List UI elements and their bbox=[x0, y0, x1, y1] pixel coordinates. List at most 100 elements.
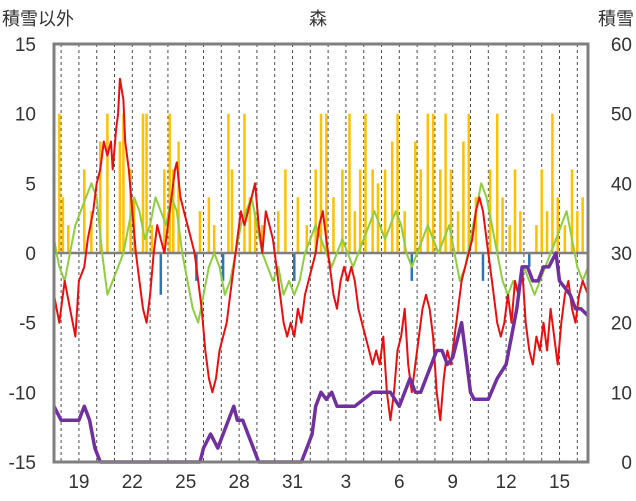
bar bbox=[341, 169, 344, 253]
bar bbox=[145, 113, 148, 254]
left-tick-label: 15 bbox=[15, 35, 36, 56]
bar bbox=[358, 169, 362, 253]
bar bbox=[481, 253, 485, 281]
bar bbox=[456, 211, 460, 253]
right-tick-label: 50 bbox=[611, 105, 632, 126]
bar bbox=[576, 211, 579, 253]
bar bbox=[414, 141, 417, 253]
left-tick-label: 10 bbox=[15, 105, 36, 126]
right-tick-label: 20 bbox=[611, 314, 632, 335]
bar bbox=[61, 197, 65, 253]
bar bbox=[305, 225, 309, 253]
plot-frame bbox=[52, 42, 590, 464]
x-tick-label: 28 bbox=[229, 472, 250, 493]
bar bbox=[396, 113, 399, 254]
bar bbox=[106, 113, 109, 254]
bar bbox=[293, 253, 296, 281]
bar bbox=[449, 169, 453, 253]
x-tick-label: 15 bbox=[549, 472, 570, 493]
bar bbox=[467, 113, 470, 254]
bar bbox=[261, 225, 264, 253]
left-axis-label: 積雪以外 bbox=[2, 9, 74, 30]
right-axis-label: 積雪 bbox=[598, 9, 634, 30]
x-tick-label: 22 bbox=[122, 472, 143, 493]
right-tick-label: 40 bbox=[611, 174, 632, 195]
bar bbox=[474, 197, 478, 253]
precip-bars bbox=[58, 113, 584, 295]
bar bbox=[159, 253, 163, 295]
bar bbox=[581, 197, 584, 253]
bar bbox=[528, 253, 531, 267]
bar bbox=[163, 169, 166, 253]
bar bbox=[353, 211, 357, 253]
bar bbox=[551, 113, 554, 254]
right-tick-label: 30 bbox=[611, 244, 632, 265]
x-tick-label: 3 bbox=[341, 472, 352, 493]
bar bbox=[364, 113, 367, 254]
bar bbox=[141, 113, 145, 254]
bar bbox=[426, 113, 430, 254]
bar bbox=[403, 211, 406, 253]
bar bbox=[227, 113, 230, 254]
bar bbox=[99, 141, 102, 253]
x-tick-label: 6 bbox=[394, 472, 405, 493]
bar bbox=[284, 169, 287, 253]
bar bbox=[122, 113, 125, 254]
bar bbox=[390, 141, 394, 253]
bar bbox=[570, 169, 574, 253]
bar bbox=[508, 225, 511, 253]
bar bbox=[495, 113, 499, 254]
bar bbox=[540, 169, 543, 253]
series-line bbox=[53, 77, 589, 422]
bar bbox=[519, 211, 522, 253]
bar bbox=[383, 169, 387, 253]
bar bbox=[556, 197, 559, 253]
bar bbox=[90, 211, 93, 253]
bar bbox=[212, 225, 216, 253]
bar bbox=[207, 197, 211, 253]
right-tick-label: 60 bbox=[611, 35, 632, 56]
left-tick-label: 5 bbox=[25, 174, 36, 195]
bar bbox=[172, 169, 175, 253]
bar bbox=[243, 113, 246, 254]
bar bbox=[348, 113, 351, 254]
bar bbox=[248, 197, 252, 253]
x-tick-label: 9 bbox=[447, 472, 458, 493]
left-axis-ticks: 15 10 5 0 -5 -10 -15 bbox=[9, 35, 36, 474]
bar bbox=[230, 169, 234, 253]
bar bbox=[118, 141, 122, 253]
left-tick-label: -10 bbox=[9, 383, 36, 404]
bar bbox=[535, 225, 538, 253]
left-tick-label: 0 bbox=[25, 244, 36, 265]
bar bbox=[431, 113, 435, 254]
x-tick-label: 31 bbox=[282, 472, 303, 493]
bar bbox=[371, 169, 374, 253]
bar bbox=[501, 197, 504, 253]
bar bbox=[563, 225, 567, 253]
left-tick-label: -5 bbox=[19, 314, 36, 335]
chart-title: 森 bbox=[309, 9, 327, 30]
right-tick-label: 0 bbox=[621, 453, 632, 474]
bar bbox=[325, 113, 328, 254]
bar bbox=[177, 141, 180, 253]
bar bbox=[83, 169, 86, 253]
right-tick-label: 10 bbox=[611, 383, 632, 404]
bar bbox=[513, 169, 517, 253]
bar bbox=[444, 113, 447, 254]
x-tick-label: 19 bbox=[68, 472, 89, 493]
bar bbox=[296, 197, 300, 253]
series-line bbox=[53, 182, 589, 324]
bar bbox=[545, 211, 549, 253]
bar bbox=[277, 211, 280, 253]
right-axis-ticks: 60 50 40 30 20 10 0 bbox=[611, 35, 632, 474]
x-axis-ticks: 19 22 25 28 31 3 6 9 12 15 bbox=[68, 472, 570, 493]
bar bbox=[58, 113, 61, 254]
series-line bbox=[52, 251, 590, 464]
bar bbox=[66, 225, 70, 253]
x-tick-label: 12 bbox=[496, 472, 517, 493]
bar bbox=[332, 197, 335, 253]
bar bbox=[221, 253, 225, 281]
bar bbox=[462, 141, 465, 253]
bar bbox=[168, 113, 171, 254]
